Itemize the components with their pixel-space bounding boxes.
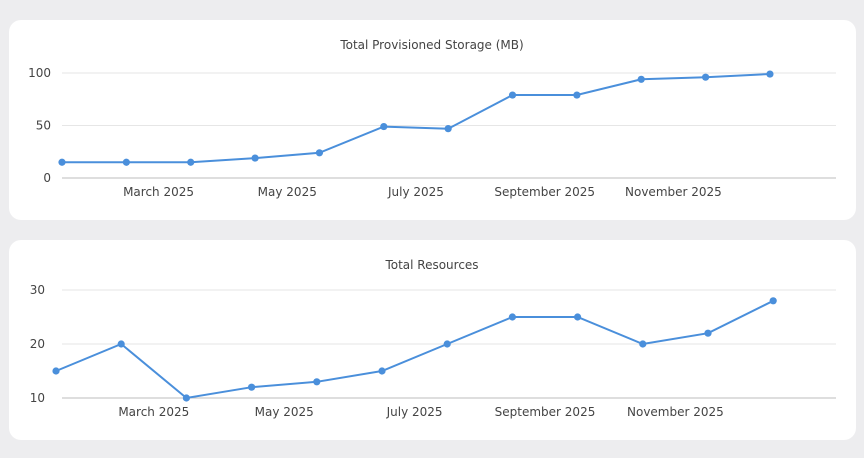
data-point (122, 158, 130, 166)
y-tick-label: 20 (30, 337, 45, 351)
data-point (639, 340, 647, 348)
data-point (251, 154, 259, 162)
data-point (574, 313, 582, 321)
data-point (187, 158, 195, 166)
data-point (380, 122, 388, 131)
x-tick-label: July 2025 (387, 185, 444, 199)
x-tick-label: November 2025 (625, 185, 722, 199)
y-tick-label: 0 (43, 171, 51, 185)
series-line (55, 299, 774, 400)
storage-line-chart: Total Provisioned Storage (MB) 0 50 100 Mar… (28, 38, 836, 199)
data-point (766, 70, 774, 78)
resources-line-chart: Total Resources 10 20 30 March 2025 May 2025… (30, 258, 836, 419)
data-point (508, 91, 517, 99)
x-tick-label: July 2025 (386, 405, 443, 419)
resources-chart-card: Total Resources 10 20 30 March 2025 May 2025… (9, 240, 856, 440)
x-tick-label: March 2025 (123, 185, 194, 199)
data-point (52, 367, 60, 375)
x-tick-label: May 2025 (258, 185, 317, 199)
y-tick-label: 50 (36, 119, 51, 133)
data-point (573, 91, 581, 99)
x-tick-label: May 2025 (255, 405, 314, 419)
chart-title: Total Provisioned Storage (MB) (339, 38, 523, 52)
chart-title: Total Resources (384, 258, 478, 272)
data-point (704, 329, 712, 337)
data-point (58, 158, 66, 166)
data-point (378, 367, 386, 375)
series-line (62, 73, 771, 164)
data-point (443, 340, 451, 348)
data-point (769, 297, 777, 305)
y-tick-label: 30 (30, 283, 45, 297)
data-point (313, 378, 321, 386)
x-tick-label: September 2025 (494, 185, 595, 199)
x-tick-label: November 2025 (627, 405, 724, 419)
data-point (117, 340, 125, 348)
x-tick-label: September 2025 (495, 405, 596, 419)
data-point (248, 383, 256, 391)
data-point (637, 75, 645, 83)
data-point (508, 313, 516, 321)
data-point (315, 149, 324, 157)
data-point (182, 394, 190, 402)
data-point (444, 125, 452, 133)
y-tick-label: 100 (28, 66, 51, 80)
storage-chart-card: Total Provisioned Storage (MB) 0 50 100 Mar… (9, 20, 856, 220)
x-tick-label: March 2025 (118, 405, 189, 419)
y-tick-label: 10 (30, 391, 45, 405)
data-point (702, 73, 710, 81)
